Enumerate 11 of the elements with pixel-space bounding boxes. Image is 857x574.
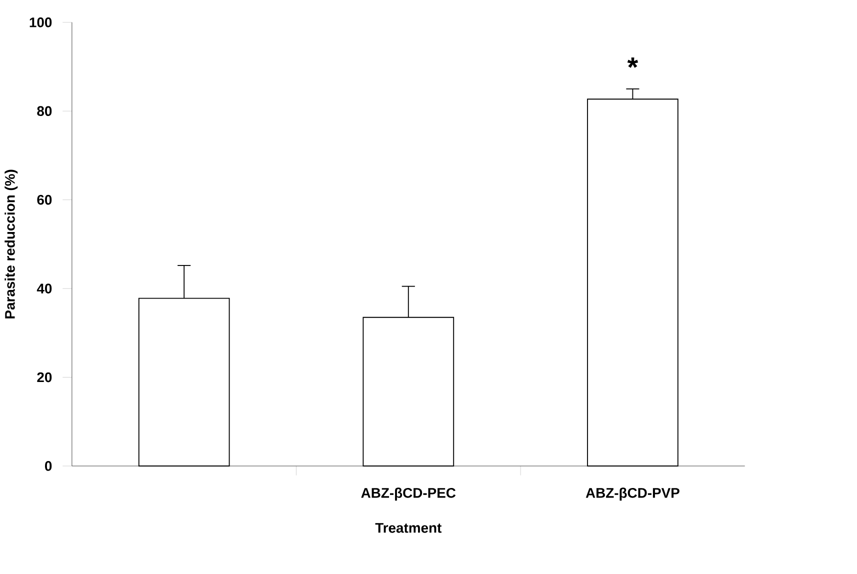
- y-tick-label: 0: [45, 461, 52, 471]
- annotation: *: [627, 57, 638, 68]
- y-tick-label: 100: [30, 17, 52, 28]
- x-axis-title: Treatment: [375, 523, 442, 533]
- y-tick-label: 80: [37, 106, 52, 116]
- x-tick-label: ABZ-βCD-PVP: [586, 488, 680, 501]
- x-tick-label: ABZ-βCD-PEC: [361, 488, 456, 501]
- y-tick-label: 40: [36, 284, 52, 294]
- y-axis-title: Parasite reduccion (%): [4, 170, 18, 318]
- y-tick-label: 20: [37, 372, 52, 382]
- y-tick-label: 60: [37, 194, 52, 205]
